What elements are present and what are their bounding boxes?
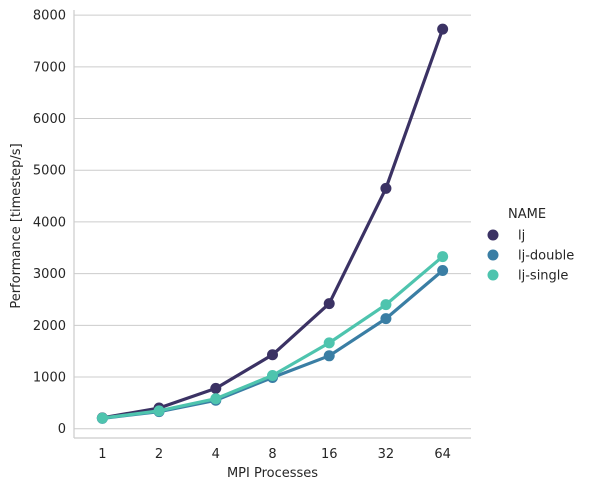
y-tick-label: 8000 [33,9,66,24]
data-point [210,382,222,394]
y-tick-label: 1000 [33,371,66,386]
axes-spines [73,10,471,439]
legend-label: lj-double [518,249,574,264]
data-point [96,412,108,424]
y-tick-label: 2000 [33,319,66,334]
legend-item-lj-double: lj-double [487,249,574,264]
x-axis-label: MPI Processes [227,466,318,481]
y-tick-label: 5000 [33,164,66,179]
data-point [323,337,335,349]
grid-layer [74,14,471,430]
legend-marker [487,269,499,281]
y-tick-label: 7000 [33,60,66,75]
series-line [100,254,445,420]
y-tick-label: 4000 [33,215,66,230]
y-axis-label: Performance [timestep/s] [9,143,24,308]
data-point [267,369,278,381]
series-line [100,268,445,420]
legend-title: NAME [508,207,546,222]
data-point [323,350,335,362]
x-tick-label: 2 [155,447,163,462]
data-point [153,405,165,417]
legend-label: lj [518,229,525,244]
data-point [380,299,392,311]
data-point [437,265,449,277]
x-tick-label: 64 [434,447,451,462]
data-point [437,23,449,35]
y-tick-label: 0 [58,422,66,437]
legend-item-lj-single: lj-single [487,269,568,284]
series-lj-single [96,251,449,424]
x-tick-labels: 1 2 4 8 16 32 64 [98,447,451,462]
legend: NAME lj lj-double lj-single [487,207,574,284]
x-tick-label: 16 [321,447,338,462]
data-point [210,393,222,405]
legend-marker [487,229,499,241]
y-tick-label: 3000 [33,267,66,282]
legend-marker [487,249,499,261]
series-lj-double [96,265,449,424]
data-point [380,182,392,194]
legend-item-lj: lj [487,229,525,244]
x-tick-label: 1 [98,447,106,462]
legend-items: lj lj-double lj-single [487,229,574,284]
series-lj [96,23,449,424]
data-point [323,298,335,310]
x-tick-label: 32 [378,447,395,462]
data-point [437,251,449,263]
series-layer [96,23,449,424]
x-tick-label: 4 [212,447,220,462]
data-point [267,349,278,361]
x-tick-label: 8 [268,447,276,462]
y-tick-labels: 0 1000 2000 3000 4000 5000 6000 7000 8000 [33,9,66,438]
data-point [380,313,392,325]
y-tick-label: 6000 [33,112,66,127]
legend-label: lj-single [518,269,568,284]
